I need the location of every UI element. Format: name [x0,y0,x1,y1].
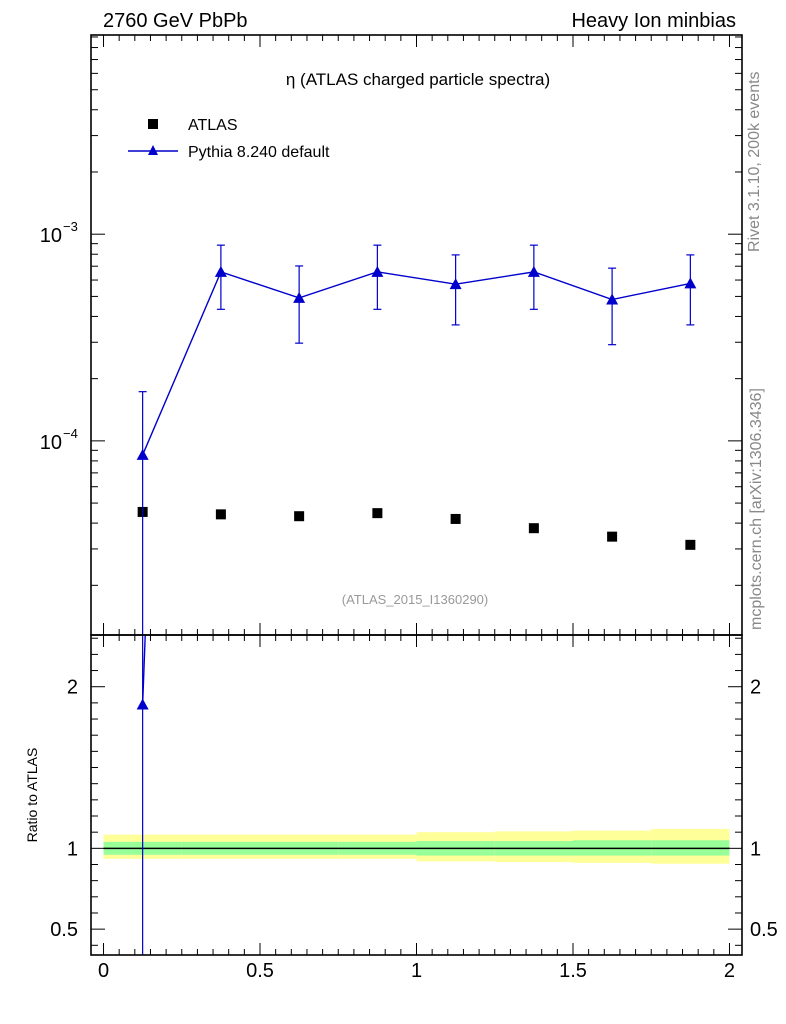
pythia-data-point [606,293,619,305]
pythia-data-point [136,448,149,460]
ratio-pythia-point [136,698,149,710]
ratio-y-tick-label-right: 2 [750,677,761,699]
header-right-label: Heavy Ion minbias [571,10,736,32]
pythia-data-point [214,265,227,277]
analysis-id-watermark: (ATLAS_2015_I1360290) [342,592,488,607]
atlas-data-point [685,539,696,550]
ratio-plot-frame [90,634,743,956]
ratio-uncertainty-bands [103,828,730,864]
pythia-data-point [684,277,697,289]
pythia-data-point [293,291,306,303]
atlas-data-point [372,508,383,519]
y-tick-label-exponent: −3 [63,219,78,234]
main-plot-title: η (ATLAS charged particle spectra) [286,70,550,89]
main-plot [136,244,697,635]
x-tick-label: 2 [724,960,735,982]
ratio-y-axis-label: Ratio to ATLAS [24,748,40,843]
legend-pythia-label: Pythia 8.240 default [188,144,330,161]
legend: ATLAS Pythia 8.240 default [128,117,330,161]
y-tick-label: 10 [40,225,62,247]
ratio-y-tick-label: 1 [67,838,78,860]
ratio-y-tick-label: 0.5 [50,919,78,941]
pythia-series-line [141,271,691,456]
ratio-y-tick-label-right: 0.5 [750,919,778,941]
y-tick-label-exponent: −4 [63,426,78,441]
x-tick-label: 0.5 [246,960,274,982]
legend-atlas-label: ATLAS [188,117,238,134]
x-tick-label: 0 [98,960,109,982]
pythia-data-point [449,278,462,290]
ratio-plot [136,635,149,955]
y-tick-label: 10 [40,432,62,454]
ratio-y-tick-label-right: 1 [750,838,761,860]
atlas-data-point [215,509,226,520]
pythia-data-point [371,265,384,277]
header-left-label: 2760 GeV PbPb [103,10,248,32]
atlas-data-point [607,531,618,542]
ratio-y-tick-label: 2 [67,677,78,699]
x-tick-label: 1.5 [559,960,587,982]
x-tick-label: 1 [411,960,422,982]
atlas-data-point [294,511,305,522]
atlas-data-point [528,523,539,534]
ratio-pythia-line [141,635,146,705]
pythia-data-point [527,265,540,277]
atlas-data-point [450,513,461,524]
legend-pythia-marker [148,145,158,155]
legend-atlas-marker [148,119,158,129]
